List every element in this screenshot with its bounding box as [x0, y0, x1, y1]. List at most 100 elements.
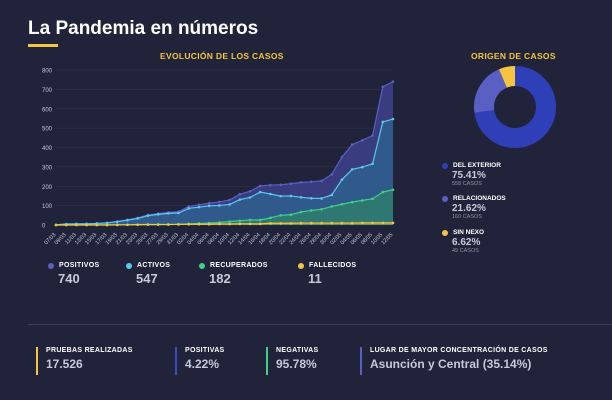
legend-recuperados: RECUPERADOS 182	[199, 262, 268, 286]
data-point-activos	[197, 205, 201, 209]
data-point-fallecidos	[391, 221, 395, 225]
data-point-activos	[115, 220, 119, 224]
data-point-recuperados	[258, 218, 262, 222]
stat-negativas: NEGATIVAS 95.78%	[266, 347, 319, 375]
legend-label: ACTIVOS	[137, 262, 171, 269]
data-point-fallecidos	[279, 221, 282, 225]
origin-dot	[442, 195, 448, 202]
data-point-activos	[320, 197, 323, 200]
data-point-fallecidos	[177, 223, 180, 226]
data-point-fallecidos	[75, 223, 78, 227]
data-point-activos	[136, 217, 139, 220]
y-tick-label: 600	[42, 107, 53, 113]
data-point-activos	[187, 207, 191, 210]
data-point-activos	[207, 204, 211, 208]
origin-label: DEL EXTERIOR	[453, 162, 501, 169]
data-point-recuperados	[269, 216, 272, 220]
data-point-activos	[156, 213, 160, 216]
data-point-activos	[146, 214, 150, 217]
data-point-fallecidos	[371, 221, 374, 225]
y-tick-label: 500	[42, 127, 53, 133]
series-area-positivos	[56, 81, 393, 225]
data-point-positivos	[391, 80, 395, 83]
data-point-positivos	[289, 182, 293, 186]
stat-value: 17.526	[46, 357, 83, 371]
stat-value: 95.78%	[276, 357, 317, 371]
origin-item-exterior: DEL EXTERIOR 75.41% 558 CASOS	[442, 162, 501, 187]
data-point-activos	[289, 194, 293, 198]
data-point-positivos	[320, 179, 323, 183]
data-point-positivos	[371, 134, 374, 137]
y-tick-label: 400	[42, 146, 53, 152]
data-point-recuperados	[279, 214, 282, 217]
data-point-fallecidos	[218, 222, 221, 226]
data-point-fallecidos	[115, 223, 119, 227]
legend-activos: ACTIVOS 547	[126, 262, 170, 286]
stat-value: Asunción y Central (35.14%)	[370, 357, 532, 371]
data-point-fallecidos	[248, 222, 252, 226]
legend-dot	[48, 262, 54, 269]
data-point-activos	[330, 193, 334, 197]
data-point-positivos	[340, 155, 344, 159]
data-point-activos	[279, 194, 282, 198]
data-point-fallecidos	[54, 223, 58, 227]
data-point-recuperados	[391, 188, 395, 192]
stat-label: NEGATIVAS	[276, 347, 319, 354]
data-point-recuperados	[371, 197, 374, 201]
legend-value: 182	[209, 271, 231, 286]
y-tick-label: 300	[42, 165, 53, 171]
data-point-fallecidos	[167, 223, 170, 226]
data-point-positivos	[299, 181, 303, 184]
donut-chart-title: ORIGEN DE CASOS	[471, 51, 556, 61]
legend-value: 547	[136, 271, 158, 286]
y-tick-label: 100	[42, 204, 53, 210]
data-point-recuperados	[330, 205, 334, 208]
data-point-fallecidos	[269, 221, 272, 225]
data-point-activos	[105, 221, 109, 225]
data-point-activos	[381, 120, 385, 124]
data-point-activos	[218, 204, 221, 207]
data-point-recuperados	[310, 209, 313, 212]
stat-value: 4.22%	[185, 357, 220, 371]
origin-item-relacionados: RELACIONADOS 21.62% 160 CASOS	[442, 195, 506, 220]
stat-pruebas: PRUEBAS REALIZADAS 17.526	[36, 347, 133, 375]
data-point-fallecidos	[146, 223, 150, 226]
data-point-fallecidos	[381, 221, 385, 225]
data-point-positivos	[207, 201, 211, 205]
data-point-positivos	[238, 192, 242, 196]
data-point-positivos	[258, 184, 262, 188]
stat-label: LUGAR DE MAYOR CONCENTRACIÓN DE CASOS	[370, 347, 548, 354]
data-point-fallecidos	[258, 222, 262, 226]
data-point-positivos	[248, 189, 252, 193]
data-point-activos	[248, 196, 252, 199]
legend-positivos: POSITIVOS 740	[48, 262, 99, 286]
data-point-activos	[391, 117, 395, 121]
series-line-activos	[55, 118, 394, 226]
data-point-fallecidos	[105, 223, 109, 227]
legend-label: FALLECIDOS	[309, 262, 357, 269]
data-point-recuperados	[320, 208, 323, 211]
origin-label: RELACIONADOS	[453, 195, 506, 202]
series-area-recuperados	[56, 189, 393, 225]
y-tick-label: 700	[42, 88, 53, 94]
data-point-positivos	[381, 85, 385, 89]
data-point-activos	[177, 211, 180, 215]
origin-count: 160 CASOS	[452, 214, 482, 220]
origin-count: 558 CASOS	[452, 181, 482, 187]
donut-slice-relacionados	[474, 69, 508, 113]
legend-dot	[126, 262, 132, 269]
data-point-activos	[228, 203, 231, 206]
data-point-recuperados	[238, 219, 242, 223]
data-point-fallecidos	[156, 223, 160, 226]
data-point-recuperados	[340, 202, 344, 206]
data-point-positivos	[310, 180, 313, 184]
data-point-recuperados	[228, 220, 231, 223]
data-point-fallecidos	[85, 223, 88, 227]
x-tick-label: 12/05	[380, 232, 394, 246]
stat-label: POSITIVAS	[185, 347, 225, 354]
stat-positivas: POSITIVAS 4.22%	[175, 347, 225, 375]
data-point-activos	[126, 218, 129, 222]
origin-item-sin-nexo: SIN NEXO 6.62% 49 CASOS	[442, 229, 484, 254]
legend-value: 11	[308, 271, 322, 286]
section-divider	[28, 324, 612, 325]
